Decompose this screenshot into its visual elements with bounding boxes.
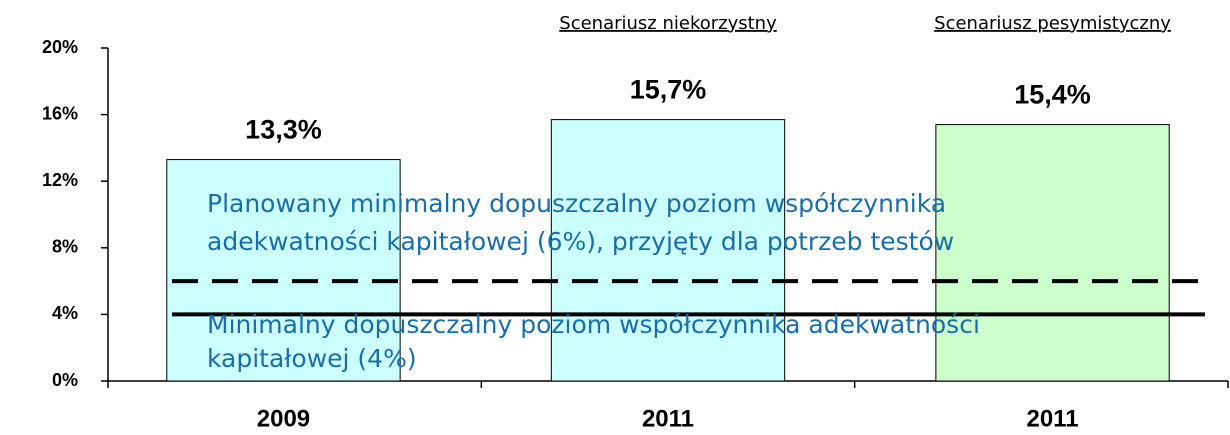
reference-note: kapitałowej (4%) xyxy=(207,344,417,373)
reference-note: Planowany minimalny dopuszczalny poziom … xyxy=(207,189,946,218)
value-label: 15,7% xyxy=(630,75,707,105)
x-tick-label: 2011 xyxy=(1026,405,1078,432)
scenario-label: Scenariusz pesymistyczny xyxy=(934,13,1171,34)
y-tick-label: 0% xyxy=(52,370,78,390)
bar xyxy=(166,159,401,382)
y-tick-label: 12% xyxy=(42,170,78,190)
y-tick-label: 20% xyxy=(42,37,78,57)
value-label: 15,4% xyxy=(1014,80,1091,110)
y-tick-label: 4% xyxy=(52,303,78,323)
reference-note: adekwatności kapitałowej (6%), przyjęty … xyxy=(207,227,954,256)
value-label: 13,3% xyxy=(245,115,322,145)
x-tick-label: 2009 xyxy=(257,405,310,432)
reference-note: Minimalny dopuszczalny poziom współczynn… xyxy=(207,310,980,339)
scenario-label: Scenariusz niekorzystny xyxy=(559,13,777,34)
bar xyxy=(935,124,1170,382)
bar xyxy=(550,119,786,382)
x-tick-label: 2011 xyxy=(642,405,694,432)
y-tick-label: 16% xyxy=(42,103,78,123)
y-tick-label: 8% xyxy=(52,237,78,257)
